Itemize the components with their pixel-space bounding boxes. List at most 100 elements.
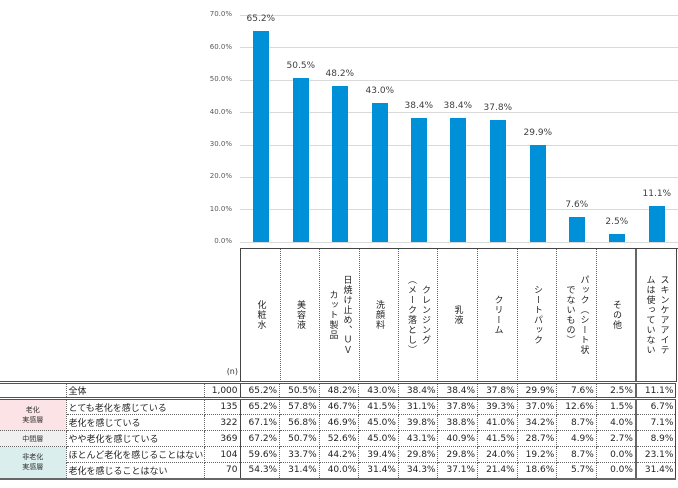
y-tick: 20.0% xyxy=(209,172,232,180)
row-n: 104 xyxy=(204,446,241,463)
group-line: 非老化 xyxy=(22,453,44,462)
column-header: シートパック xyxy=(518,248,557,382)
gridline xyxy=(240,112,678,113)
header-left-border xyxy=(240,248,241,382)
row-value: 43.1% xyxy=(398,430,439,447)
group-label-middle: 中間層 xyxy=(0,430,67,447)
bar-value-label: 11.1% xyxy=(642,189,672,200)
row-n: 135 xyxy=(204,398,241,415)
column-header-line: （メーク落とし） xyxy=(406,275,416,355)
row-value: 1.5% xyxy=(596,398,637,415)
column-header-line: 日焼け止め、ＵＶ xyxy=(341,275,352,355)
row-value: 7.1% xyxy=(635,414,677,431)
row-value: 34.2% xyxy=(517,414,558,431)
group-cell-empty xyxy=(0,382,67,399)
bar xyxy=(331,85,348,242)
bar xyxy=(252,30,269,242)
row-value: 19.2% xyxy=(517,446,558,463)
bar-value-label: 65.2% xyxy=(246,13,276,24)
table-row: 全体 1,000 65.2% 50.5% 48.2% 43.0% 38.4% 38.4% 37.… xyxy=(0,382,677,399)
bar xyxy=(410,117,427,242)
column-header-line: その他 xyxy=(611,300,621,330)
table-row: 老化を感じている 322 67.1% 56.8% 46.9% 45.0% 39.8% 38.8… xyxy=(0,414,677,431)
row-value: 59.6% xyxy=(240,446,281,463)
row-value: 52.6% xyxy=(319,430,360,447)
bar-value-label: 38.4% xyxy=(404,100,434,111)
column-header: クレンジング （メーク落とし） xyxy=(399,248,438,382)
row-value: 40.9% xyxy=(437,430,479,447)
row-value: 31.1% xyxy=(398,398,439,415)
column-header-line: クリーム xyxy=(492,295,503,335)
row-value: 21.4% xyxy=(477,462,518,479)
row-value: 4.0% xyxy=(596,414,637,431)
row-value: 46.7% xyxy=(319,398,360,415)
column-header-line: カット製品 xyxy=(327,290,338,340)
row-value: 48.2% xyxy=(319,382,360,399)
row-value: 65.2% xyxy=(240,398,281,415)
row-value: 44.2% xyxy=(319,446,360,463)
row-n: 322 xyxy=(204,414,241,431)
table-row: 非老化 実感層 ほとんど老化を感じることはない 104 59.6% 33.7% 44.2% 3… xyxy=(0,446,677,479)
gridline xyxy=(240,80,678,81)
group-line: 実感層 xyxy=(22,463,44,472)
y-tick: 60.0% xyxy=(209,43,232,51)
row-value: 6.7% xyxy=(635,398,677,415)
row-value: 24.0% xyxy=(477,446,518,463)
row-value: 43.0% xyxy=(358,382,399,399)
row-value: 67.1% xyxy=(240,414,281,431)
row-value: 50.5% xyxy=(279,382,320,399)
row-value: 2.7% xyxy=(596,430,637,447)
column-header-line: 化粧水 xyxy=(255,300,266,330)
row-value: 37.0% xyxy=(517,398,558,415)
bar xyxy=(648,206,665,242)
row-value: 29.9% xyxy=(517,382,558,399)
column-header: その他 xyxy=(597,248,637,382)
bar-value-label: 37.8% xyxy=(483,102,513,113)
bar-value-label: 7.6% xyxy=(565,200,589,211)
row-value: 45.0% xyxy=(358,430,399,447)
row-value: 12.6% xyxy=(556,398,597,415)
row-value: 38.4% xyxy=(398,382,439,399)
row-value: 2.5% xyxy=(596,382,637,399)
row-value: 38.4% xyxy=(437,382,479,399)
row-label: とても老化を感じている xyxy=(66,398,205,415)
row-value: 39.4% xyxy=(358,446,399,463)
row-label: 老化を感じることはない xyxy=(66,462,205,479)
column-header: 日焼け止め、ＵＶ カット製品 xyxy=(320,248,360,382)
y-tick: 40.0% xyxy=(209,108,232,116)
y-tick: 30.0% xyxy=(209,140,232,148)
row-value: 8.7% xyxy=(556,446,597,463)
row-value: 40.0% xyxy=(319,462,360,479)
table-row: 中間層 やや老化を感じている 369 67.2% 50.7% 52.6% 45.0% 43.1… xyxy=(0,430,677,447)
group-line: 老化 xyxy=(25,406,40,414)
column-header: スキンケアアイテ ムは使っていない xyxy=(637,248,677,382)
column-header-line: 乳液 xyxy=(452,305,463,325)
table-row: 老化 実感層 とても老化を感じている 135 65.2% 57.8% 46.7% 41.5% 3… xyxy=(0,398,677,431)
bar xyxy=(529,145,546,242)
column-header-line: でないもの） xyxy=(564,285,575,345)
row-value: 34.3% xyxy=(398,462,439,479)
row-value: 46.9% xyxy=(319,414,360,431)
y-tick: 10.0% xyxy=(209,205,232,213)
row-value: 11.1% xyxy=(635,382,677,399)
row-value: 41.5% xyxy=(358,398,399,415)
row-value: 56.8% xyxy=(279,414,320,431)
bar-value-label: 50.5% xyxy=(286,61,316,72)
group-label-non-aging: 非老化 実感層 xyxy=(0,446,67,479)
row-label: ほとんど老化を感じることはない xyxy=(66,446,205,463)
row-value: 37.8% xyxy=(477,382,518,399)
bar xyxy=(449,117,466,242)
row-value: 4.9% xyxy=(556,430,597,447)
row-value: 45.0% xyxy=(358,414,399,431)
bar xyxy=(292,78,309,242)
header-top-border xyxy=(240,248,678,249)
column-header-line: 洗顔料 xyxy=(374,300,384,330)
bar-value-label: 29.9% xyxy=(523,128,553,139)
gridline xyxy=(240,15,678,16)
group-line: 実感層 xyxy=(22,416,44,424)
table-row: 老化を感じることはない 70 54.3% 31.4% 40.0% 31.4% 34.3% 37… xyxy=(0,462,677,479)
column-header-line: シートパック xyxy=(532,285,542,345)
gridline xyxy=(240,47,678,48)
data-table: 全体 1,000 65.2% 50.5% 48.2% 43.0% 38.4% 38.4% 37.… xyxy=(0,381,677,480)
column-header: パック（シート状 でないもの） xyxy=(557,248,597,382)
